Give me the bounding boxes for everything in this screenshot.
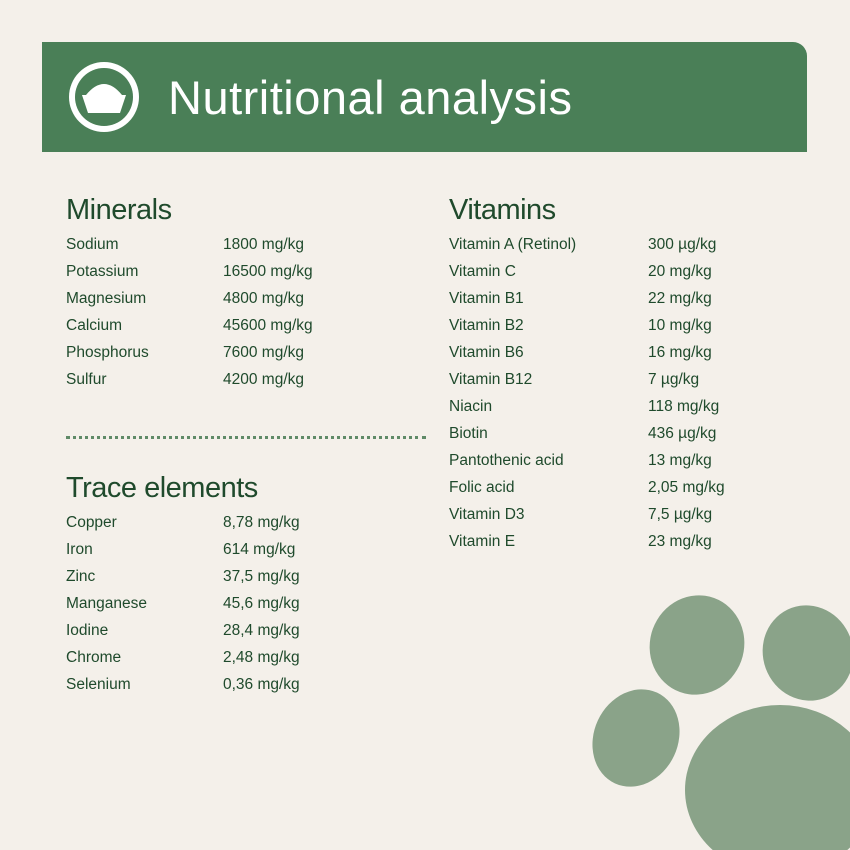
nutrient-row: Magnesium 4800 mg/kg: [66, 285, 304, 312]
nutrient-row: Vitamin E 23 mg/kg: [449, 528, 712, 555]
nutrient-name: Folic acid: [449, 479, 515, 496]
nutrient-value: 16 mg/kg: [648, 344, 712, 361]
nutrient-row: Potassium 16500 mg/kg: [66, 258, 313, 285]
nutrient-value: 16500 mg/kg: [223, 263, 313, 280]
section: Minerals Sodium 1800 mg/kg Potassium 16500 m…: [66, 194, 313, 393]
nutrient-row: Copper 8,78 mg/kg: [66, 509, 300, 536]
nutrient-value: 1800 mg/kg: [223, 236, 304, 253]
nutrient-value: 2,48 mg/kg: [223, 649, 300, 666]
nutrient-row: Selenium 0,36 mg/kg: [66, 671, 300, 698]
nutrient-row: Zinc 37,5 mg/kg: [66, 563, 300, 590]
nutrient-name: Sulfur: [66, 371, 107, 388]
nutrient-value: 7 µg/kg: [648, 371, 700, 388]
nutrient-name: Vitamin C: [449, 263, 516, 280]
nutrient-name: Vitamin B6: [449, 344, 524, 361]
nutrient-name: Potassium: [66, 263, 139, 280]
nutrient-name: Vitamin D3: [449, 506, 525, 523]
section-title: Trace elements: [66, 472, 258, 504]
nutrient-value: 7,5 µg/kg: [648, 506, 713, 523]
nutrient-row: Vitamin B12 7 µg/kg: [449, 366, 699, 393]
nutrient-row: Vitamin A (Retinol) 300 µg/kg: [449, 231, 716, 258]
nutrient-name: Calcium: [66, 317, 122, 334]
nutrient-name: Chrome: [66, 649, 122, 666]
header-title: Nutritional analysis: [168, 71, 573, 124]
nutrient-row: Vitamin B2 10 mg/kg: [449, 312, 712, 339]
nutrient-name: Biotin: [449, 425, 488, 442]
nutrient-row: Sulfur 4200 mg/kg: [66, 366, 304, 393]
nutrient-row: Folic acid 2,05 mg/kg: [449, 474, 725, 501]
nutrient-value: 45,6 mg/kg: [223, 595, 300, 612]
nutrient-row: Vitamin B1 22 mg/kg: [449, 285, 712, 312]
nutrient-name: Iodine: [66, 622, 109, 639]
nutrient-name: Vitamin A (Retinol): [449, 236, 577, 253]
section: Trace elements Copper 8,78 mg/kg Iron 614 mg…: [66, 472, 300, 698]
divider: [66, 436, 426, 439]
nutrient-value: 22 mg/kg: [648, 290, 712, 307]
nutrient-row: Chrome 2,48 mg/kg: [66, 644, 300, 671]
section-title: Vitamins: [449, 194, 556, 226]
nutrient-value: 10 mg/kg: [648, 317, 712, 334]
bowl-icon: [69, 62, 139, 132]
nutrient-row: Calcium 45600 mg/kg: [66, 312, 313, 339]
nutrient-name: Phosphorus: [66, 344, 149, 361]
nutrient-value: 300 µg/kg: [648, 236, 717, 253]
section-title: Minerals: [66, 194, 172, 226]
nutrient-name: Magnesium: [66, 290, 147, 307]
nutrient-value: 13 mg/kg: [648, 452, 712, 469]
nutrient-value: 23 mg/kg: [648, 533, 712, 550]
nutrient-value: 0,36 mg/kg: [223, 676, 300, 693]
nutrient-row: Vitamin C 20 mg/kg: [449, 258, 712, 285]
nutrient-name: Pantothenic acid: [449, 452, 564, 469]
nutrient-name: Copper: [66, 514, 117, 531]
nutrient-name: Selenium: [66, 676, 131, 693]
nutrient-value: 118 mg/kg: [648, 398, 720, 415]
nutrient-name: Vitamin E: [449, 533, 516, 550]
nutrient-value: 37,5 mg/kg: [223, 568, 300, 585]
header-banner: Nutritional analysis: [42, 42, 807, 152]
nutrient-row: Vitamin B6 16 mg/kg: [449, 339, 712, 366]
nutrient-value: 8,78 mg/kg: [223, 514, 300, 531]
nutrient-row: Biotin 436 µg/kg: [449, 420, 716, 447]
nutrient-row: Iodine 28,4 mg/kg: [66, 617, 300, 644]
nutrient-value: 20 mg/kg: [648, 263, 712, 280]
nutrient-value: 2,05 mg/kg: [648, 479, 725, 496]
nutrient-row: Pantothenic acid 13 mg/kg: [449, 447, 712, 474]
nutrient-name: Iron: [66, 541, 93, 558]
nutrient-row: Phosphorus 7600 mg/kg: [66, 339, 304, 366]
nutrient-name: Zinc: [66, 568, 96, 585]
nutrient-value: 45600 mg/kg: [223, 317, 313, 334]
nutrient-value: 28,4 mg/kg: [223, 622, 300, 639]
nutrient-value: 614 mg/kg: [223, 541, 296, 558]
nutrient-value: 7600 mg/kg: [223, 344, 304, 361]
nutrient-value: 4800 mg/kg: [223, 290, 304, 307]
nutrient-name: Sodium: [66, 236, 119, 253]
nutrient-name: Vitamin B12: [449, 371, 533, 388]
nutrient-name: Vitamin B1: [449, 290, 524, 307]
nutrient-value: 436 µg/kg: [648, 425, 717, 442]
nutrient-row: Sodium 1800 mg/kg: [66, 231, 304, 258]
nutrient-row: Iron 614 mg/kg: [66, 536, 295, 563]
section: Vitamins Vitamin A (Retinol) 300 µg/kg Vita…: [449, 194, 725, 555]
nutrient-name: Vitamin B2: [449, 317, 524, 334]
nutrient-value: 4200 mg/kg: [223, 371, 304, 388]
nutrient-name: Niacin: [449, 398, 493, 415]
nutrient-row: Manganese 45,6 mg/kg: [66, 590, 300, 617]
nutrient-row: Vitamin D3 7,5 µg/kg: [449, 501, 712, 528]
nutrient-name: Manganese: [66, 595, 148, 612]
nutrient-row: Niacin 118 mg/kg: [449, 393, 719, 420]
